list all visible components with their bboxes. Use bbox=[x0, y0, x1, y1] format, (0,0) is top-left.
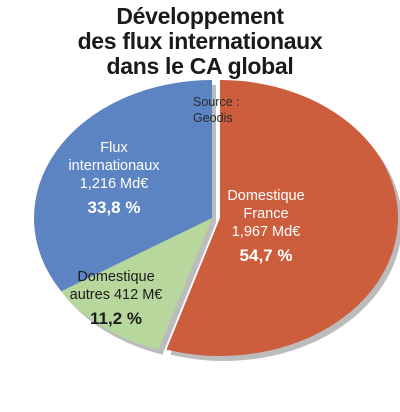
slice-label-line: Domestique bbox=[227, 188, 305, 204]
slice-label-domestique-autres: Domestique autres 412 M€ 11,2 % bbox=[56, 268, 176, 331]
source-line-1: Source : bbox=[193, 95, 240, 109]
slice-label-line: France bbox=[243, 206, 289, 222]
title-line-2: des flux internationaux bbox=[77, 28, 323, 54]
slice-flux-internationaux bbox=[34, 80, 212, 292]
slice-percent-label: 11,2 % bbox=[90, 309, 142, 328]
slice-label-flux-internationaux: Flux internationaux 1,216 Md€ 33,8 % bbox=[54, 139, 174, 220]
slice-label-line: Flux bbox=[100, 140, 128, 156]
slice-percent-label: 54,7 % bbox=[239, 246, 293, 265]
chart-title: Développement des flux internationaux da… bbox=[0, 4, 400, 79]
slice-label-line: 1,216 Md€ bbox=[79, 176, 149, 192]
title-line-1: Développement bbox=[116, 3, 284, 29]
pie-slices bbox=[34, 80, 399, 356]
slice-label-line: autres 412 M€ bbox=[69, 287, 163, 303]
slice-label-domestique-france: Domestique France 1,967 Md€ 54,7 % bbox=[206, 187, 326, 268]
source-line-2: Geodis bbox=[193, 111, 233, 125]
title-line-3: dans le CA global bbox=[106, 53, 294, 79]
slice-domestique-autres bbox=[61, 218, 212, 350]
slice-domestique-france bbox=[166, 80, 399, 356]
slice-label-line: 1,967 Md€ bbox=[231, 224, 301, 240]
slice-percent-label: 33,8 % bbox=[87, 198, 141, 217]
slice-label-line: Domestique bbox=[77, 269, 155, 285]
slice-label-line: internationaux bbox=[68, 158, 160, 174]
source-note: Source : Geodis bbox=[193, 94, 240, 126]
